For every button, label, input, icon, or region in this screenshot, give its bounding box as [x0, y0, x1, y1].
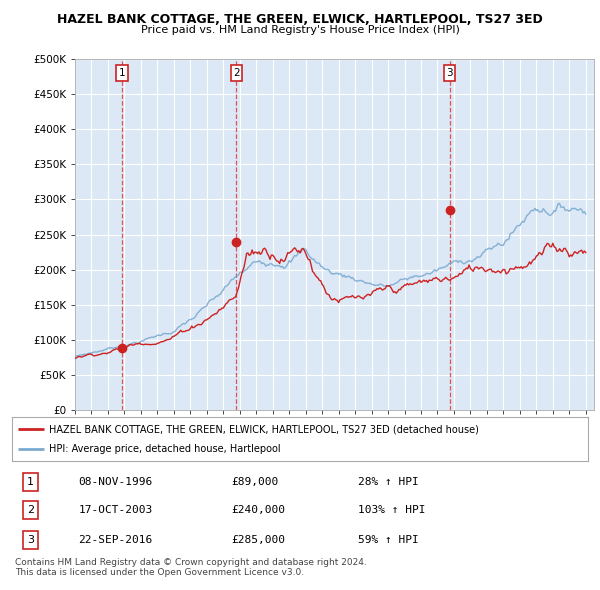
Text: 1: 1 — [119, 68, 125, 78]
Text: 1: 1 — [27, 477, 34, 487]
Text: Price paid vs. HM Land Registry's House Price Index (HPI): Price paid vs. HM Land Registry's House … — [140, 25, 460, 35]
Text: 17-OCT-2003: 17-OCT-2003 — [78, 506, 152, 516]
Text: 08-NOV-1996: 08-NOV-1996 — [78, 477, 152, 487]
Text: HAZEL BANK COTTAGE, THE GREEN, ELWICK, HARTLEPOOL, TS27 3ED: HAZEL BANK COTTAGE, THE GREEN, ELWICK, H… — [57, 13, 543, 26]
Text: HPI: Average price, detached house, Hartlepool: HPI: Average price, detached house, Hart… — [49, 444, 281, 454]
Text: HAZEL BANK COTTAGE, THE GREEN, ELWICK, HARTLEPOOL, TS27 3ED (detached house): HAZEL BANK COTTAGE, THE GREEN, ELWICK, H… — [49, 424, 479, 434]
Text: 3: 3 — [27, 535, 34, 545]
Text: 22-SEP-2016: 22-SEP-2016 — [78, 535, 152, 545]
Text: 28% ↑ HPI: 28% ↑ HPI — [358, 477, 418, 487]
Text: 3: 3 — [446, 68, 453, 78]
Text: 2: 2 — [27, 506, 34, 516]
Text: 59% ↑ HPI: 59% ↑ HPI — [358, 535, 418, 545]
Text: 103% ↑ HPI: 103% ↑ HPI — [358, 506, 425, 516]
Text: £240,000: £240,000 — [231, 506, 285, 516]
Text: Contains HM Land Registry data © Crown copyright and database right 2024.
This d: Contains HM Land Registry data © Crown c… — [15, 558, 367, 577]
Text: £285,000: £285,000 — [231, 535, 285, 545]
Text: £89,000: £89,000 — [231, 477, 278, 487]
Text: 2: 2 — [233, 68, 240, 78]
